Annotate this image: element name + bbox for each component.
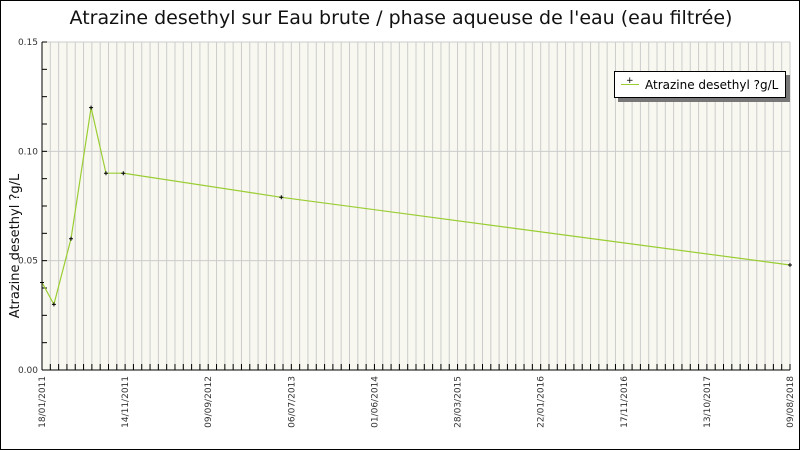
data-point (68, 236, 73, 241)
series-line (41, 107, 791, 307)
x-tick-label: 06/07/2013 (287, 376, 297, 428)
legend-marker-icon (621, 76, 639, 90)
legend: Atrazine desethyl ?g/L (614, 71, 786, 98)
y-tick-label: 0.15 (18, 38, 38, 48)
x-tick-label: 28/03/2015 (454, 376, 464, 428)
x-tick-label: 09/08/2018 (786, 376, 796, 428)
x-tick-label: 09/09/2012 (204, 376, 214, 428)
x-tick-label: 22/01/2016 (537, 376, 547, 428)
y-axis-label: Atrazine desethyl ?g/L (8, 173, 23, 318)
x-tick-label: 14/11/2011 (121, 376, 131, 428)
chart-title: Atrazine desethyl sur Eau brute / phase … (69, 7, 733, 29)
y-tick-label: 0.00 (18, 366, 38, 376)
data-point (788, 263, 792, 268)
data-point (103, 171, 108, 176)
x-tick-label: 18/01/2011 (38, 376, 48, 428)
y-tick-label: 0.05 (18, 257, 38, 267)
legend-label: Atrazine desethyl ?g/L (645, 77, 779, 92)
x-tick-label: 17/11/2016 (620, 376, 630, 428)
x-tick-label: 13/10/2017 (703, 376, 713, 428)
data-point (40, 280, 44, 285)
data-point (51, 302, 56, 307)
y-tick-label: 0.10 (18, 147, 38, 157)
x-tick-label: 01/06/2014 (370, 376, 380, 428)
data-point (89, 105, 94, 110)
data-point (279, 195, 284, 200)
data-point (121, 171, 126, 176)
